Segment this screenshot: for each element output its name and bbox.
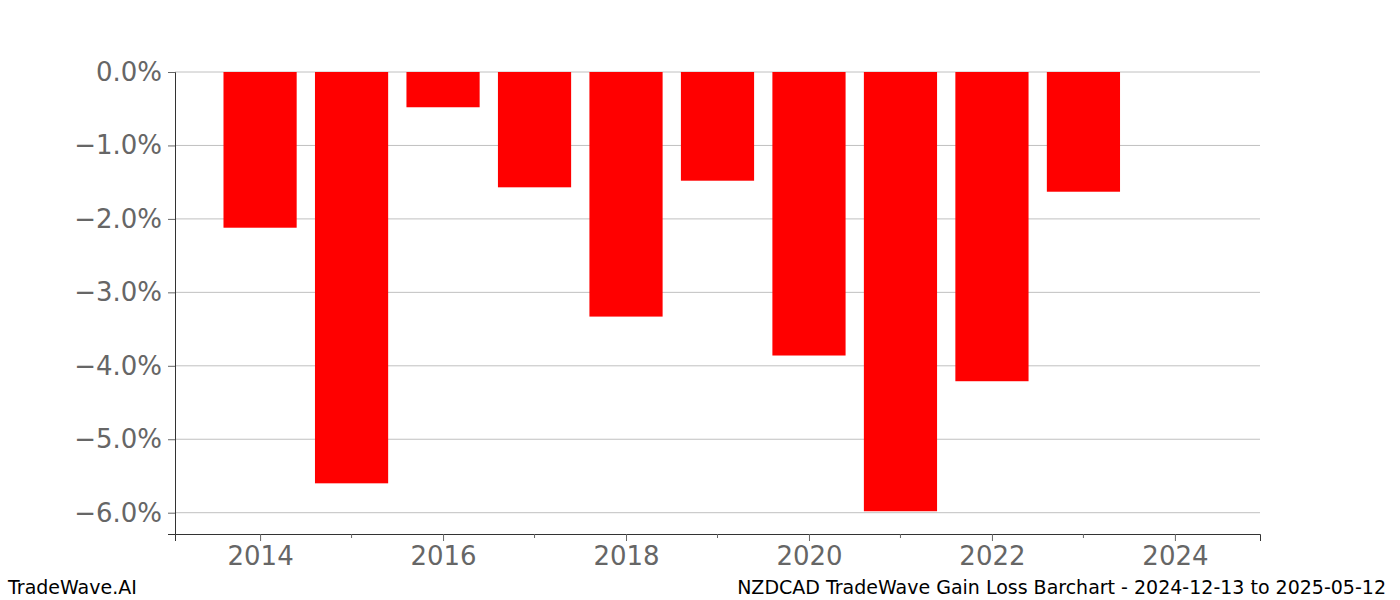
y-tick-mark	[168, 366, 175, 367]
y-tick-mark	[168, 145, 175, 146]
y-tick-label: −1.0%	[74, 130, 162, 160]
chart: 0.0%−1.0%−2.0%−3.0%−4.0%−5.0%−6.0%201420…	[0, 0, 1400, 600]
y-tick-mark	[168, 292, 175, 293]
bar	[223, 72, 296, 228]
x-tick: 2018	[593, 534, 659, 571]
x-tick-label: 2014	[227, 541, 293, 571]
y-tick: 0.0%	[96, 57, 175, 87]
x-tick-mark	[626, 534, 627, 541]
x-tick-label: 2018	[593, 541, 659, 571]
x-tick-mark	[1175, 534, 1176, 541]
y-tick-label: 0.0%	[96, 57, 162, 87]
bar	[315, 72, 388, 483]
y-tick: −2.0%	[74, 204, 175, 234]
x-tick-label: 2016	[410, 541, 476, 571]
y-tick: −6.0%	[74, 498, 175, 528]
y-tick: −5.0%	[74, 424, 175, 454]
y-tick-mark	[168, 72, 175, 73]
x-tick: 2016	[410, 534, 476, 571]
y-tick: −4.0%	[74, 351, 175, 381]
x-tick-mark	[809, 534, 810, 541]
y-axis-line	[168, 73, 176, 535]
x-tick: 2014	[227, 534, 293, 571]
y-tick-mark	[168, 219, 175, 220]
y-tick-mark	[168, 439, 175, 440]
grid	[175, 72, 1260, 513]
y-tick-label: −6.0%	[74, 498, 162, 528]
x-tick-label: 2020	[776, 541, 842, 571]
bar	[589, 72, 662, 317]
bars	[223, 72, 1120, 511]
x-tick-mark	[992, 534, 993, 541]
bar	[1047, 72, 1120, 192]
y-tick: −1.0%	[74, 130, 175, 160]
bar	[498, 72, 571, 187]
x-tick: 2022	[959, 534, 1025, 571]
title: NZDCAD TradeWave Gain Loss Barchart - 20…	[737, 576, 1386, 598]
y-tick-label: −3.0%	[74, 277, 162, 307]
x-tick: 2024	[1142, 534, 1208, 571]
x-tick: 2020	[776, 534, 842, 571]
y-tick: −3.0%	[74, 277, 175, 307]
x-minor-ticks	[352, 534, 1084, 538]
watermark: TradeWave.AI	[7, 576, 137, 598]
x-tick-mark	[443, 534, 444, 541]
x-tick-label: 2022	[959, 541, 1025, 571]
x-minor-tick	[351, 534, 352, 538]
y-tick-label: −4.0%	[74, 351, 162, 381]
y-tick-label: −2.0%	[74, 204, 162, 234]
x-minor-tick	[717, 534, 718, 538]
x-minor-tick	[900, 534, 901, 538]
x-minor-tick	[534, 534, 535, 538]
y-tick-label: −5.0%	[74, 424, 162, 454]
bar	[955, 72, 1028, 381]
y-axis: 0.0% −1.0% −2.0% −3.0% −4.0% −5.0% −6.0%	[74, 57, 175, 535]
x-tick-mark	[260, 534, 261, 541]
bar	[681, 72, 754, 181]
grid-line	[175, 512, 1260, 513]
x-axis-line	[176, 535, 1261, 542]
bar	[406, 72, 479, 107]
bar	[864, 72, 937, 511]
x-minor-tick	[1083, 534, 1084, 538]
x-axis: 2014 2016 2018 2020 2022 2024	[176, 534, 1261, 571]
bar	[772, 72, 845, 356]
y-tick-mark	[168, 513, 175, 514]
x-tick-label: 2024	[1142, 541, 1208, 571]
